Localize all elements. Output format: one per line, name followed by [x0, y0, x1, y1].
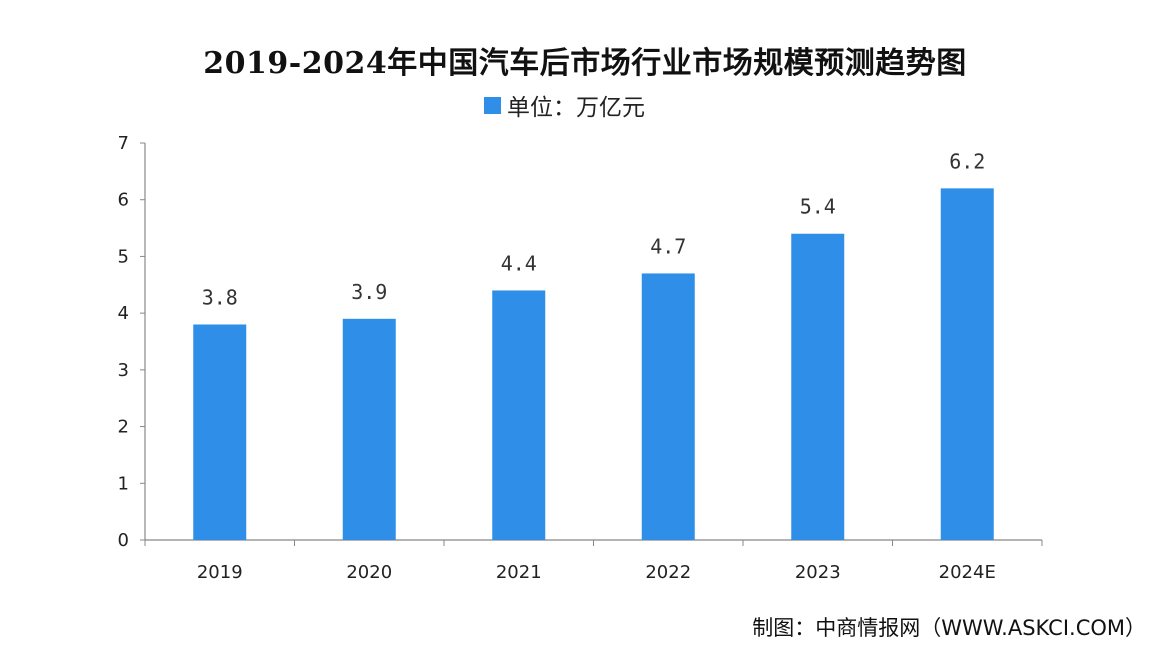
- bars: [193, 188, 994, 540]
- data-label: 3.9: [351, 280, 387, 304]
- bar: [940, 188, 994, 540]
- data-label: 3.8: [202, 285, 238, 309]
- y-tick-label: 4: [118, 303, 129, 324]
- y-tick-label: 6: [118, 190, 129, 211]
- y-tick-label: 3: [118, 360, 129, 381]
- y-tick-label: 5: [118, 246, 129, 267]
- y-tick-label: 0: [118, 530, 129, 551]
- data-label: 4.7: [650, 234, 686, 258]
- x-category-label: 2019: [197, 562, 243, 583]
- y-tick-label: 7: [118, 133, 129, 154]
- source-note: 制图：中商情报网（WWW.ASKCI.COM）: [752, 616, 1146, 640]
- data-labels: 3.8 3.9 4.4 4.7 5.4 6.2: [202, 149, 986, 309]
- x-category-label: 2021: [496, 562, 542, 583]
- x-category-label: 2023: [795, 562, 841, 583]
- data-label: 4.4: [501, 251, 537, 275]
- bar: [342, 318, 396, 540]
- x-category-label: 2022: [645, 562, 691, 583]
- bar: [193, 324, 247, 540]
- axes: 0 1 2 3 4 5 6 7 2019 2020 2021 2022 2023 2024E: [118, 133, 1043, 583]
- data-label: 5.4: [800, 195, 836, 219]
- chart-title: 2019-2024年中国汽车后市场行业市场规模预测趋势图: [203, 46, 967, 81]
- legend: 单位：万亿元: [484, 90, 645, 121]
- x-category-label: 2020: [346, 562, 392, 583]
- bar: [492, 290, 546, 540]
- legend-label: 单位：万亿元: [507, 95, 645, 121]
- y-tick-label: 1: [118, 473, 129, 494]
- bar: [641, 273, 695, 540]
- legend-swatch: [484, 96, 501, 114]
- y-tick-label: 2: [118, 417, 129, 438]
- bar: [791, 233, 845, 540]
- x-category-label: 2024E: [939, 562, 996, 583]
- data-label: 6.2: [949, 149, 985, 173]
